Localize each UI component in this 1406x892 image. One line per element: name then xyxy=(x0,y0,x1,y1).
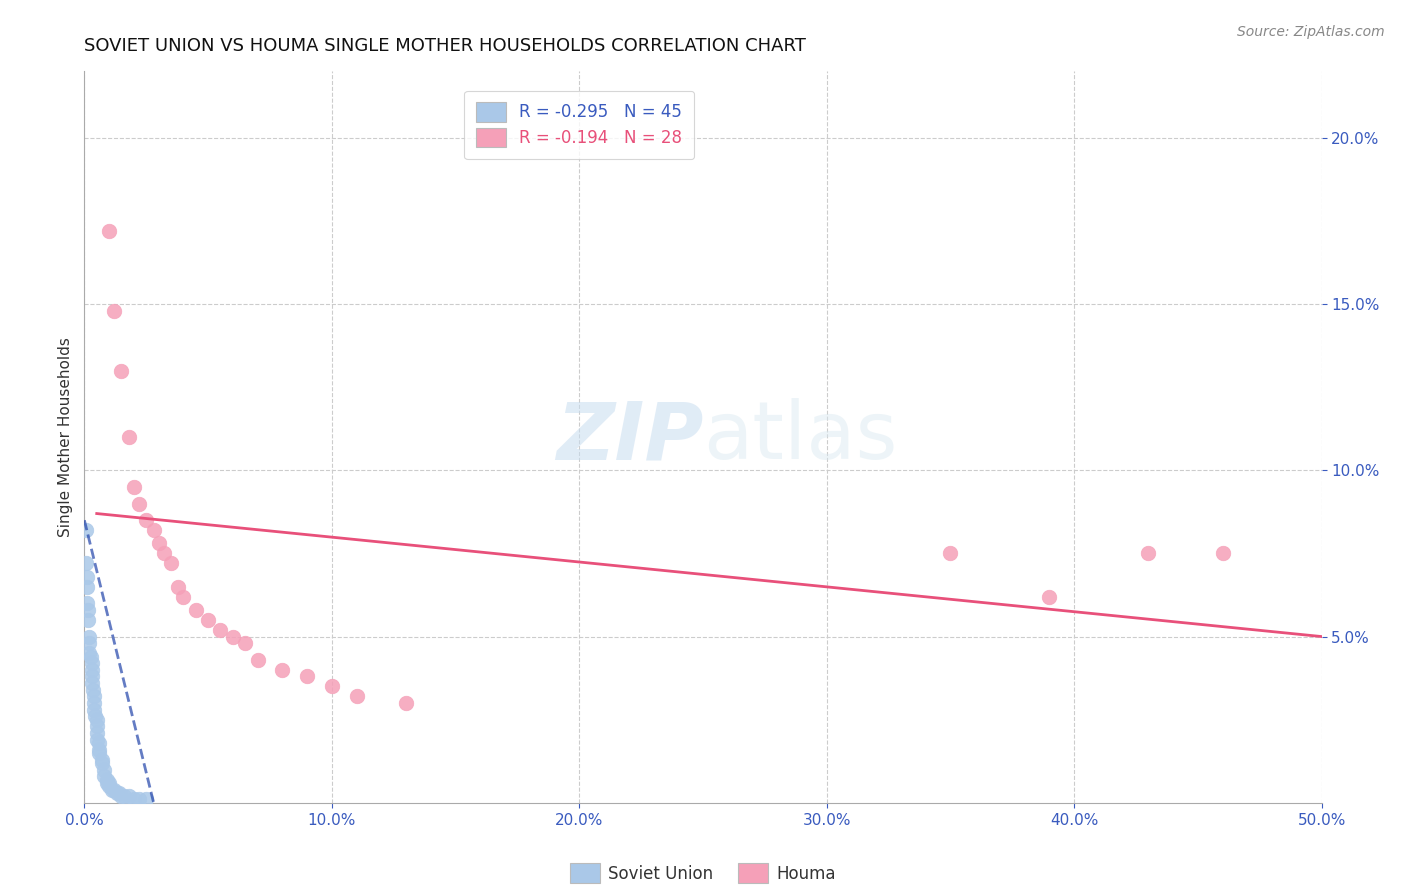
Point xyxy=(86,726,108,740)
Point xyxy=(135,513,157,527)
Point xyxy=(128,497,150,511)
Point xyxy=(105,786,128,800)
Point xyxy=(1212,546,1234,560)
Point xyxy=(83,690,105,704)
Text: atlas: atlas xyxy=(703,398,897,476)
Point xyxy=(80,663,103,677)
Point xyxy=(86,719,108,733)
Point xyxy=(83,703,105,717)
Point xyxy=(77,613,100,627)
Point xyxy=(233,636,256,650)
Point xyxy=(142,523,165,537)
Point xyxy=(86,713,108,727)
Point xyxy=(93,763,115,777)
Point xyxy=(295,669,318,683)
Point xyxy=(321,680,343,694)
Point xyxy=(939,546,962,560)
Y-axis label: Single Mother Households: Single Mother Households xyxy=(58,337,73,537)
Point xyxy=(184,603,207,617)
Point xyxy=(96,776,118,790)
Point xyxy=(98,779,121,793)
Point xyxy=(1038,590,1060,604)
Text: Source: ZipAtlas.com: Source: ZipAtlas.com xyxy=(1237,25,1385,39)
Point xyxy=(86,732,108,747)
Point xyxy=(122,480,145,494)
Point xyxy=(89,736,111,750)
Point xyxy=(77,603,100,617)
Point xyxy=(84,709,107,723)
Point xyxy=(75,523,97,537)
Point xyxy=(118,430,141,444)
Point xyxy=(79,630,101,644)
Point xyxy=(197,613,219,627)
Point xyxy=(118,789,141,804)
Point xyxy=(79,646,101,660)
Point xyxy=(96,772,118,787)
Text: ZIP: ZIP xyxy=(555,398,703,476)
Point xyxy=(148,536,170,550)
Point xyxy=(80,676,103,690)
Legend: Soviet Union, Houma: Soviet Union, Houma xyxy=(561,855,845,891)
Point xyxy=(209,623,232,637)
Point xyxy=(172,590,194,604)
Point xyxy=(246,653,269,667)
Point xyxy=(89,742,111,756)
Point xyxy=(167,580,190,594)
Point xyxy=(135,792,157,806)
Point xyxy=(128,792,150,806)
Point xyxy=(76,596,98,610)
Text: SOVIET UNION VS HOUMA SINGLE MOTHER HOUSEHOLDS CORRELATION CHART: SOVIET UNION VS HOUMA SINGLE MOTHER HOUS… xyxy=(84,37,806,54)
Point xyxy=(100,782,122,797)
Point xyxy=(395,696,418,710)
Point xyxy=(103,303,125,318)
Point xyxy=(90,756,112,770)
Point xyxy=(122,792,145,806)
Point xyxy=(152,546,174,560)
Point xyxy=(76,570,98,584)
Point xyxy=(110,789,132,804)
Point xyxy=(346,690,368,704)
Point xyxy=(103,782,125,797)
Point xyxy=(80,669,103,683)
Point xyxy=(79,649,101,664)
Point xyxy=(79,636,101,650)
Point xyxy=(75,557,97,571)
Point xyxy=(80,656,103,670)
Point xyxy=(89,746,111,760)
Point xyxy=(271,663,294,677)
Point xyxy=(98,224,121,238)
Point xyxy=(108,786,131,800)
Point xyxy=(83,696,105,710)
Point xyxy=(82,682,104,697)
Point xyxy=(1137,546,1160,560)
Point xyxy=(93,769,115,783)
Point xyxy=(160,557,183,571)
Point xyxy=(112,789,135,804)
Point xyxy=(222,630,245,644)
Point xyxy=(98,776,121,790)
Point xyxy=(110,363,132,377)
Point xyxy=(90,753,112,767)
Point xyxy=(76,580,98,594)
